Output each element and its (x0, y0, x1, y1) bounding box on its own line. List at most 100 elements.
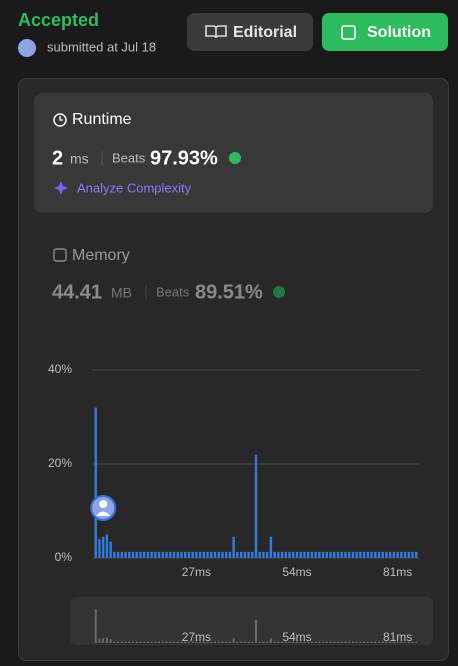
range-tick-label: 27ms (182, 630, 211, 644)
bar (280, 551, 284, 558)
range-bar (299, 641, 302, 643)
range-bar (258, 641, 261, 643)
bar (120, 551, 124, 558)
bar (321, 551, 325, 558)
range-bar (240, 641, 243, 643)
range-bar (214, 641, 216, 643)
range-bar (154, 641, 157, 643)
y-tick-label: 0% (55, 550, 73, 564)
bar (381, 551, 384, 558)
bar (310, 551, 314, 558)
range-bar (195, 641, 198, 643)
bar (228, 551, 232, 558)
range-bar (150, 641, 153, 643)
bar (195, 551, 198, 558)
bar (303, 551, 306, 558)
range-bar (374, 641, 377, 643)
range-bar (273, 641, 276, 643)
bar (403, 551, 407, 558)
range-selector[interactable] (70, 597, 433, 645)
range-bar (184, 641, 187, 643)
memory-beats-label: Beats (156, 284, 190, 299)
range-bar (124, 641, 127, 643)
y-tick-label: 40% (48, 362, 72, 376)
range-bar (173, 641, 175, 643)
range-bar (288, 641, 291, 643)
range-bar (158, 641, 161, 643)
bar (183, 551, 187, 558)
range-bar (269, 638, 272, 643)
bar (172, 551, 176, 558)
bar (101, 536, 105, 558)
range-bar (221, 641, 224, 643)
bar (325, 551, 329, 558)
range-bar (303, 641, 306, 643)
bar (407, 551, 411, 558)
pin-body (96, 511, 111, 516)
bar (347, 551, 351, 558)
bar (198, 551, 202, 558)
range-bar (128, 641, 131, 643)
bar (273, 551, 276, 558)
range-bar (333, 641, 336, 643)
bar (269, 536, 273, 558)
range-bar (266, 641, 269, 643)
range-bar (314, 641, 317, 643)
range-bar (310, 641, 313, 643)
range-bar (284, 641, 287, 643)
analyze-link[interactable]: Analyze Complexity (77, 180, 192, 195)
bar (128, 551, 131, 558)
range-bar (363, 641, 366, 643)
range-bar (135, 641, 138, 643)
range-bar (344, 641, 347, 643)
bar (351, 551, 355, 558)
bar (176, 551, 179, 558)
range-bar (378, 641, 380, 643)
bar (224, 551, 228, 558)
bar (146, 551, 150, 558)
bar (94, 407, 97, 558)
bar (169, 551, 172, 558)
bar (213, 551, 217, 558)
bar (385, 551, 388, 558)
range-bar (210, 641, 213, 643)
range-bar (348, 641, 351, 643)
bar (299, 551, 302, 558)
bar (221, 551, 224, 558)
bar (191, 551, 194, 558)
range-bar (105, 637, 108, 643)
range-bar (146, 641, 149, 643)
clock-hands (59, 116, 63, 121)
range-bar (113, 641, 116, 643)
bar (340, 551, 343, 558)
user-avatar (18, 39, 36, 57)
range-bar (102, 638, 105, 643)
solution-button[interactable] (322, 13, 448, 51)
bar (336, 551, 340, 558)
distribution-chart: 0% 20% 40% 27ms 27ms 54ms 54ms 81ms 81ms (48, 362, 420, 644)
bar (333, 551, 336, 558)
bar (98, 539, 101, 558)
range-bar (206, 641, 209, 643)
range-bar (202, 641, 205, 643)
range-bar (161, 641, 164, 643)
bar (400, 551, 403, 558)
range-bar (392, 641, 395, 643)
bar (142, 551, 146, 558)
range-bar (404, 641, 407, 643)
bar (187, 551, 191, 558)
range-bar (318, 641, 321, 643)
runtime-unit: ms (70, 151, 89, 167)
range-bar (381, 641, 384, 643)
bar (135, 551, 138, 558)
range-bar (396, 641, 399, 643)
range-bar (217, 641, 220, 643)
range-bar (296, 641, 298, 643)
bar (355, 551, 358, 558)
range-bar (370, 641, 373, 643)
bar (180, 551, 183, 558)
range-bar (225, 641, 228, 643)
range-bar (94, 609, 97, 643)
editorial-button[interactable] (187, 13, 313, 51)
